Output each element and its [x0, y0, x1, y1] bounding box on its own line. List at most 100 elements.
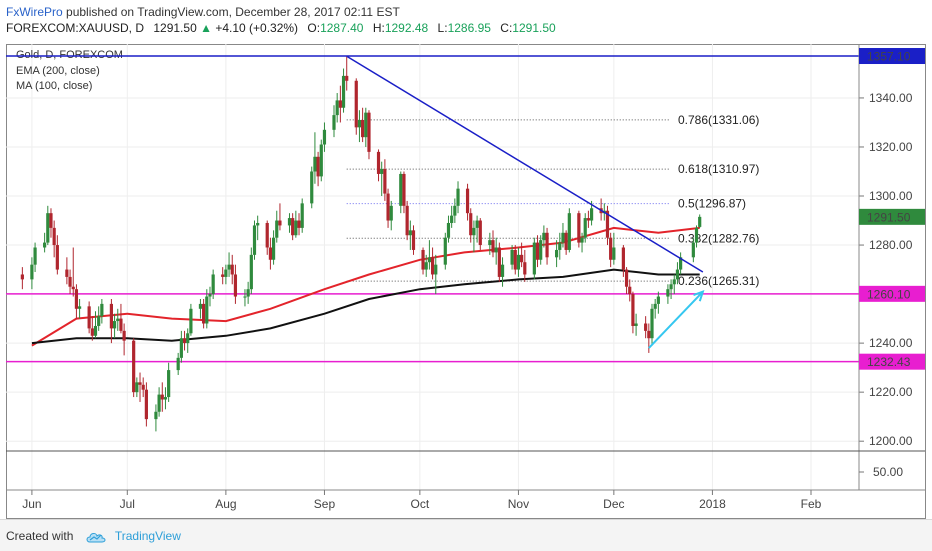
candle-body [90, 328, 94, 336]
created-with-label: Created with [6, 529, 74, 543]
candle [612, 232, 616, 265]
time-axis[interactable]: Jun Jul Aug Sep Oct Nov Dec 2018 Feb [22, 490, 822, 511]
candle [202, 298, 206, 329]
candle-body [30, 264, 34, 280]
candle [87, 301, 91, 334]
candle-body [227, 264, 231, 270]
chart-area[interactable]: Gold, D, FOREXCOM EMA (200, close) MA (1… [6, 44, 926, 519]
candle [586, 210, 590, 228]
candle [558, 232, 562, 260]
candle [450, 205, 454, 228]
candle [539, 235, 543, 265]
candle [430, 247, 435, 280]
price-change: +4.10 (+0.32%) [215, 21, 299, 35]
descending-trendline[interactable] [346, 55, 704, 273]
candle [672, 274, 676, 295]
candle [167, 362, 171, 402]
candle [163, 387, 168, 410]
candle [523, 249, 527, 282]
candle-body [68, 276, 72, 287]
candle [154, 404, 158, 432]
candle [357, 110, 362, 143]
candle-body [577, 213, 581, 243]
candle [634, 313, 638, 336]
price-label-box [859, 48, 925, 65]
candle-body [224, 269, 228, 277]
price-tick-label: 1200.00 [869, 434, 913, 448]
candle [335, 93, 339, 123]
candle [243, 289, 247, 307]
drawings[interactable] [346, 55, 705, 349]
projection-arrow-line[interactable] [648, 290, 704, 349]
candle-body [488, 240, 492, 246]
horizontal-levels[interactable] [6, 55, 859, 363]
candle-body [446, 222, 451, 238]
candle-body [609, 237, 613, 260]
candle-body [539, 240, 543, 260]
candle-body [297, 220, 301, 228]
candle-body [679, 257, 683, 270]
candle-body [631, 294, 635, 326]
candle-body [49, 213, 53, 228]
candle [577, 210, 581, 248]
candle-body [427, 257, 431, 263]
price-chart[interactable]: Gold, D, FOREXCOM EMA (200, close) MA (1… [6, 44, 926, 519]
candle [698, 214, 702, 229]
candle [411, 225, 416, 255]
candle-body [332, 115, 336, 130]
candle-body [160, 394, 164, 400]
candle-body [246, 289, 250, 297]
candle-body [675, 269, 680, 280]
fib-label-0.618: 0.618(1310.97) [678, 162, 759, 176]
candle-body [243, 296, 247, 298]
fibonacci-levels[interactable]: 0.786(1331.06) 0.618(1310.97) 0.5(1296.87)… [346, 113, 760, 288]
candle [631, 291, 635, 334]
candle [691, 237, 695, 263]
publisher-name[interactable]: FxWirePro [6, 5, 63, 19]
moving-averages [31, 226, 700, 347]
candle-body [669, 284, 673, 290]
candle-body [154, 411, 158, 420]
price-axis[interactable]: 1200.001220.001240.001260.001280.001300.… [6, 44, 925, 491]
candle-body [249, 254, 253, 290]
candle-body [561, 232, 565, 243]
candle-body [510, 249, 514, 265]
candle-body [116, 318, 120, 322]
candle-body [644, 323, 648, 331]
candle-body [443, 237, 447, 265]
candle [132, 338, 136, 398]
chart-title: Gold, D, FOREXCOM [16, 49, 123, 61]
candle-body [628, 286, 632, 295]
candle [43, 232, 47, 253]
candle [469, 208, 473, 243]
candle-body [313, 156, 317, 172]
candle [424, 254, 428, 277]
candle-body [434, 264, 438, 275]
candle [408, 220, 412, 250]
price-label-box [859, 285, 925, 302]
candle [497, 242, 501, 282]
candle-body [335, 100, 339, 116]
candle [141, 377, 145, 398]
candle-body [338, 100, 342, 108]
candle [20, 267, 24, 290]
price-label: 1291.50 [867, 210, 911, 224]
publish-line: FxWirePro published on TradingView.com, … [6, 5, 400, 19]
candle-body [472, 227, 476, 236]
time-tick-label: Feb [801, 497, 822, 511]
tradingview-link[interactable]: TradingView [114, 529, 181, 543]
candle [434, 254, 438, 295]
legend-ema200: EMA (200, close) [16, 65, 100, 77]
candle-body [93, 325, 98, 336]
candle-body [157, 394, 161, 412]
candle [33, 242, 37, 273]
candle [653, 298, 657, 319]
candle [383, 159, 387, 201]
candle [338, 85, 342, 123]
candle-body [450, 215, 454, 223]
candle [122, 323, 126, 356]
candle-body [456, 188, 460, 206]
candle-body [74, 289, 79, 309]
fib-label-0.382: 0.382(1282.76) [678, 231, 759, 245]
candle-body [656, 296, 660, 304]
